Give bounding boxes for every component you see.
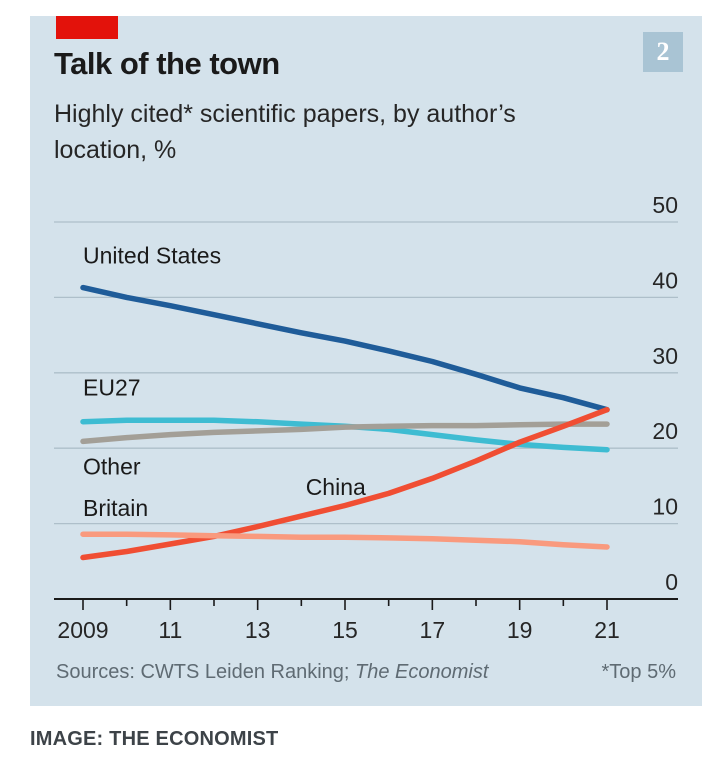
series-label-china: China [306, 474, 366, 500]
chart-title: Talk of the town [54, 46, 280, 81]
series-line-united-states [80, 284, 610, 413]
y-tick-label: 0 [665, 569, 678, 595]
series-line-britain [80, 531, 610, 550]
x-tick-label: 2009 [57, 617, 108, 643]
series-label-other: Other [83, 454, 141, 480]
y-tick-label: 40 [652, 267, 678, 293]
y-tick-label: 50 [652, 192, 678, 218]
chart-number-badge: 2 [643, 32, 683, 72]
series-line-china [80, 406, 610, 561]
image-credit: IMAGE: THE ECONOMIST [30, 728, 279, 750]
chart-panel: 2 Talk of the town Highly cited* scienti… [30, 16, 702, 706]
series-label-united-states: United States [83, 242, 221, 268]
sources-note: Sources: CWTS Leiden Ranking; The Econom… [56, 661, 488, 684]
series-line-other [80, 421, 610, 445]
sources-text: Sources: CWTS Leiden Ranking; [56, 661, 356, 683]
x-tick-label: 17 [420, 617, 446, 643]
x-tick-label: 19 [507, 617, 533, 643]
x-tick-label: 11 [158, 617, 182, 643]
series-label-eu27: EU27 [83, 374, 141, 400]
x-tick-label: 13 [245, 617, 271, 643]
series-label-britain: Britain [83, 495, 148, 521]
y-tick-label: 30 [652, 343, 678, 369]
x-tick-label: 21 [594, 617, 620, 643]
footnote: *Top 5% [601, 661, 677, 683]
x-tick-label: 15 [332, 617, 358, 643]
chart-subtitle: Highly cited* scientific papers, by auth… [54, 100, 516, 164]
sources-italic-text: The Economist [355, 661, 489, 683]
brand-tab [56, 16, 118, 39]
y-tick-label: 10 [652, 494, 678, 520]
y-tick-label: 20 [652, 418, 678, 444]
line-chart: 0 10 20 30 40 50 2009 11 13 15 17 19 21 United States… [54, 192, 678, 643]
